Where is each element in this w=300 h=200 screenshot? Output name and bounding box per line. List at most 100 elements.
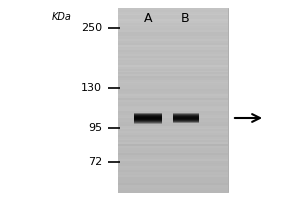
Bar	[118, 85, 228, 88]
Bar	[118, 14, 228, 16]
Bar	[118, 50, 228, 53]
Bar	[118, 15, 228, 18]
Bar	[118, 76, 228, 78]
Bar	[118, 104, 228, 106]
Bar	[173, 118, 199, 119]
Text: 130: 130	[81, 83, 102, 93]
Bar	[118, 26, 228, 29]
Bar	[118, 17, 228, 20]
Bar	[118, 41, 228, 43]
Bar	[118, 54, 228, 56]
Bar	[118, 37, 228, 40]
Bar	[118, 157, 228, 159]
Bar	[118, 107, 228, 110]
Bar	[118, 100, 228, 102]
Bar	[118, 71, 228, 73]
Bar	[118, 36, 228, 38]
Bar	[118, 63, 228, 66]
Bar	[118, 146, 228, 148]
Text: A: A	[144, 11, 152, 24]
Bar	[118, 168, 228, 170]
Bar	[118, 106, 228, 108]
Bar	[134, 119, 162, 120]
Bar	[118, 8, 228, 192]
Bar	[118, 52, 228, 54]
Bar	[118, 120, 228, 123]
Bar	[173, 114, 199, 116]
Bar	[118, 139, 228, 141]
Text: 72: 72	[88, 157, 102, 167]
Bar	[118, 148, 228, 150]
Bar	[118, 12, 228, 14]
Bar	[118, 164, 228, 167]
Bar	[118, 32, 228, 34]
Bar	[118, 144, 228, 146]
Bar	[118, 48, 228, 51]
Bar	[173, 121, 199, 122]
Bar	[118, 39, 228, 42]
Bar	[134, 122, 162, 123]
Bar	[118, 56, 228, 58]
Bar	[118, 175, 228, 178]
Bar	[118, 82, 228, 84]
Bar	[118, 140, 228, 143]
Bar	[134, 113, 162, 114]
Bar	[118, 172, 228, 174]
Bar	[118, 72, 228, 75]
Bar	[118, 21, 228, 23]
Bar	[118, 111, 228, 113]
Bar	[118, 155, 228, 158]
Bar	[118, 102, 228, 104]
Bar	[118, 137, 228, 139]
Bar	[118, 163, 228, 165]
Bar	[134, 118, 162, 119]
Bar	[118, 80, 228, 82]
Text: KDa: KDa	[52, 12, 72, 22]
Bar	[118, 135, 228, 137]
Bar	[173, 117, 199, 118]
Bar	[118, 115, 228, 117]
Bar	[118, 94, 228, 97]
Bar	[118, 74, 228, 77]
Bar	[118, 34, 228, 36]
Bar	[118, 8, 228, 10]
Bar	[118, 181, 228, 183]
Bar	[118, 58, 228, 60]
Bar	[134, 114, 162, 116]
Bar	[118, 179, 228, 181]
Bar	[118, 124, 228, 126]
Bar	[118, 93, 228, 95]
Bar	[118, 67, 228, 69]
Bar	[118, 89, 228, 91]
Text: 95: 95	[88, 123, 102, 133]
Bar	[118, 60, 228, 62]
Bar	[173, 115, 199, 116]
Bar	[118, 65, 228, 67]
Bar	[118, 128, 228, 130]
Bar	[118, 19, 228, 21]
Bar	[118, 91, 228, 93]
Bar	[118, 96, 228, 99]
Bar	[118, 170, 228, 172]
Bar	[118, 113, 228, 115]
Bar	[118, 153, 228, 156]
Bar	[118, 159, 228, 161]
Bar	[134, 115, 162, 116]
Bar	[118, 109, 228, 112]
Bar	[118, 190, 228, 192]
Bar	[134, 116, 162, 117]
Bar	[118, 61, 228, 64]
Bar	[118, 117, 228, 119]
Bar	[118, 177, 228, 180]
Bar	[118, 98, 228, 100]
Bar	[118, 87, 228, 89]
Bar	[118, 122, 228, 124]
Bar	[173, 120, 199, 121]
Bar	[173, 113, 199, 114]
Bar	[118, 152, 228, 154]
Bar	[118, 78, 228, 80]
Bar	[118, 129, 228, 132]
Bar	[118, 186, 228, 189]
Text: B: B	[181, 11, 189, 24]
Bar	[118, 166, 228, 169]
